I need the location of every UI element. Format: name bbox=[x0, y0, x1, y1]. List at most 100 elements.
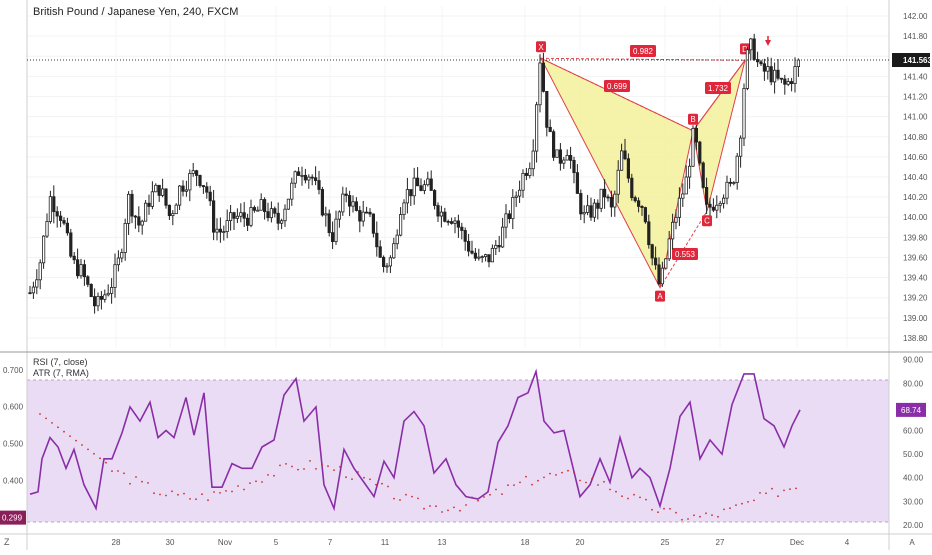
time-tick-label: 27 bbox=[716, 538, 725, 547]
atr-dot bbox=[255, 480, 257, 483]
price-tick-label: 141.00 bbox=[903, 113, 928, 122]
candle-up bbox=[490, 247, 495, 263]
candle-down bbox=[344, 193, 348, 196]
candle-down bbox=[381, 256, 386, 267]
candle-up bbox=[660, 267, 665, 285]
time-tick-label: Nov bbox=[218, 538, 232, 547]
candle-down bbox=[242, 212, 246, 219]
candle-down bbox=[76, 259, 80, 277]
atr-dot bbox=[285, 463, 287, 465]
candle-up bbox=[177, 185, 182, 206]
atr-dot bbox=[309, 460, 311, 462]
atr-dot bbox=[627, 497, 629, 500]
atr-dot bbox=[759, 492, 761, 494]
candle-up bbox=[514, 195, 518, 198]
atr-dot bbox=[201, 493, 203, 496]
candle-down bbox=[466, 240, 471, 252]
atr-dot bbox=[279, 464, 281, 467]
rsi-title: RSI (7, close) bbox=[33, 357, 88, 367]
candle-down bbox=[201, 185, 205, 188]
price-tick-label: 141.20 bbox=[903, 93, 928, 102]
candles-layer[interactable] bbox=[28, 33, 801, 314]
atr-dot bbox=[717, 515, 719, 518]
atr-dot bbox=[681, 518, 683, 521]
price-tick-label: 140.40 bbox=[903, 173, 928, 182]
candle-down bbox=[262, 199, 267, 213]
atr-dot bbox=[489, 493, 491, 496]
atr-dot bbox=[777, 495, 779, 498]
pattern-point-label: A bbox=[657, 292, 663, 301]
atr-dot bbox=[687, 518, 689, 520]
atr-dot bbox=[573, 471, 575, 473]
rsi-value-label: 68.74 bbox=[901, 406, 922, 415]
atr-tick-label: 0.700 bbox=[3, 366, 24, 375]
atr-dot bbox=[183, 492, 185, 495]
atr-dot bbox=[243, 488, 245, 491]
candle-down bbox=[55, 211, 59, 217]
time-tick-label: A bbox=[909, 538, 915, 547]
time-tick-label: 4 bbox=[845, 538, 850, 547]
candle-up bbox=[290, 182, 294, 200]
candle-up bbox=[398, 214, 403, 236]
atr-dot bbox=[549, 472, 551, 475]
candle-up bbox=[249, 207, 253, 226]
candle-up bbox=[677, 197, 682, 218]
candle-down bbox=[313, 177, 318, 181]
candle-down bbox=[320, 189, 325, 216]
candle-down bbox=[456, 220, 461, 228]
time-tick-label: 13 bbox=[438, 538, 447, 547]
candle-down bbox=[93, 296, 97, 307]
candle-up bbox=[749, 38, 753, 51]
candle-down bbox=[69, 232, 73, 257]
candle-down bbox=[364, 211, 369, 214]
time-tick-label: 11 bbox=[381, 538, 390, 547]
candle-down bbox=[232, 212, 236, 219]
axis-layer: 142.00141.80141.60141.40141.20141.00140.… bbox=[0, 12, 932, 547]
atr-tick-label: 0.500 bbox=[3, 440, 24, 449]
atr-dot bbox=[765, 492, 767, 495]
candle-down bbox=[167, 204, 171, 217]
atr-dot bbox=[435, 505, 437, 508]
current-price-label: 141.563 bbox=[903, 56, 932, 65]
candle-up bbox=[286, 198, 291, 210]
candle-down bbox=[640, 206, 644, 208]
candle-up bbox=[766, 66, 770, 72]
atr-dot bbox=[795, 487, 797, 490]
candle-down bbox=[310, 176, 314, 179]
pattern-ratio-badge bbox=[604, 80, 630, 92]
candle-up bbox=[38, 262, 42, 281]
candle-up bbox=[439, 211, 444, 217]
pattern-point-label: D bbox=[742, 45, 748, 54]
atr-dot bbox=[477, 499, 479, 502]
candle-up bbox=[113, 264, 117, 288]
candle-up bbox=[422, 184, 427, 191]
candle-down bbox=[368, 211, 372, 215]
atr-dot bbox=[249, 482, 251, 484]
atr-dot bbox=[699, 515, 701, 518]
atr-dot bbox=[195, 498, 197, 501]
candle-down bbox=[211, 200, 216, 233]
atr-dot bbox=[741, 502, 743, 505]
candle-down bbox=[609, 197, 614, 208]
candle-up bbox=[150, 191, 154, 207]
candle-up bbox=[388, 257, 393, 267]
time-tick-label: 28 bbox=[112, 538, 121, 547]
price-tick-label: 140.60 bbox=[903, 153, 928, 162]
candle-down bbox=[218, 228, 222, 233]
candle-down bbox=[375, 232, 379, 248]
pattern-bd-line bbox=[692, 60, 746, 132]
atr-dot bbox=[171, 490, 173, 493]
candle-down bbox=[419, 185, 423, 191]
atr-dot bbox=[45, 417, 47, 420]
candle-down bbox=[762, 63, 767, 72]
atr-dot bbox=[447, 509, 449, 512]
candle-down bbox=[596, 202, 600, 209]
candle-up bbox=[735, 155, 739, 183]
candle-down bbox=[657, 264, 661, 285]
rsi-tick-label: 30.00 bbox=[903, 497, 924, 506]
candle-down bbox=[752, 38, 756, 60]
candle-down bbox=[647, 221, 651, 246]
candle-down bbox=[541, 62, 546, 92]
candle-down bbox=[470, 250, 474, 254]
candle-up bbox=[664, 258, 668, 269]
